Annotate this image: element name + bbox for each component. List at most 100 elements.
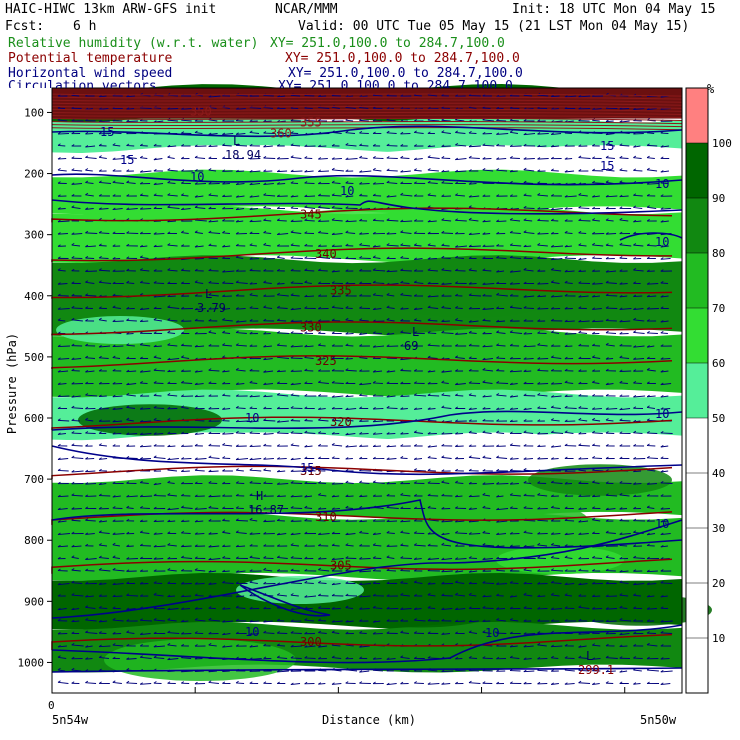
vector-arrowhead	[537, 594, 541, 597]
wind-vector	[441, 232, 454, 234]
wind-vector	[605, 344, 615, 347]
vector-arrowhead	[578, 457, 582, 460]
vector-arrowhead	[276, 431, 280, 434]
vector-arrowhead	[427, 407, 431, 410]
vector-arrowhead	[427, 155, 431, 158]
vector-arrowhead	[605, 206, 609, 210]
vector-arrowhead	[249, 457, 253, 461]
vector-arrowhead	[98, 294, 102, 298]
vector-arrowhead	[126, 405, 130, 408]
vector-arrowhead	[564, 194, 568, 198]
vector-arrowhead	[208, 230, 212, 233]
vector-arrowhead	[290, 555, 294, 559]
vector-arrowhead	[564, 293, 568, 297]
wind-vector	[167, 644, 177, 647]
vector-arrowhead	[537, 144, 541, 148]
vector-arrowhead	[126, 657, 130, 660]
vector-arrowhead	[276, 518, 280, 521]
wind-label: 10	[340, 184, 354, 198]
vector-arrowhead	[153, 355, 157, 358]
extremum-value: 69	[404, 339, 418, 353]
wind-contour	[51, 125, 683, 138]
vector-arrowhead	[222, 645, 226, 648]
colorbar-tick-label: 60	[712, 357, 725, 370]
vector-arrowhead	[646, 532, 650, 536]
vector-arrowhead	[523, 632, 527, 635]
vector-arrowhead	[167, 107, 171, 110]
vector-arrowhead	[605, 180, 609, 183]
vector-arrowhead	[235, 544, 239, 548]
wind-vector	[414, 169, 422, 172]
vector-arrowhead	[633, 317, 637, 321]
wind-vector	[551, 133, 562, 135]
wind-vector	[359, 357, 368, 359]
vector-arrowhead	[276, 343, 280, 346]
vector-arrowhead	[276, 144, 280, 147]
wind-vector	[510, 545, 520, 547]
wind-vector	[496, 408, 505, 410]
vector-arrowhead	[372, 370, 376, 373]
vector-arrowhead	[578, 680, 582, 684]
vector-arrowhead	[263, 131, 267, 134]
wind-vector	[263, 120, 272, 123]
wind-vector	[400, 157, 410, 159]
vector-arrowhead	[263, 656, 267, 659]
wind-vector	[85, 606, 96, 609]
wind-vector	[85, 194, 94, 197]
wind-vector	[578, 606, 590, 609]
wind-vector	[619, 244, 632, 247]
wind-vector	[578, 419, 588, 422]
wind-vector	[400, 520, 411, 523]
vector-arrowhead	[57, 607, 61, 611]
wind-vector	[194, 533, 205, 535]
y-tick-label: 800	[24, 534, 44, 547]
vector-arrowhead	[427, 468, 431, 471]
rh-patch	[528, 464, 672, 496]
vector-arrowhead	[359, 232, 363, 235]
vector-arrowhead	[290, 655, 294, 659]
vector-arrowhead	[441, 255, 445, 259]
colorbar-segment	[686, 638, 708, 693]
vector-arrowhead	[318, 456, 322, 459]
wind-vector	[99, 531, 110, 534]
vector-arrowhead	[112, 444, 116, 447]
wind-vector	[85, 658, 93, 660]
vector-arrowhead	[427, 682, 431, 685]
vector-arrowhead	[85, 605, 89, 608]
vector-arrowhead	[496, 270, 500, 273]
wind-vector	[592, 320, 604, 323]
vector-arrowhead	[372, 231, 376, 235]
vector-arrowhead	[468, 393, 472, 396]
vector-arrowhead	[441, 267, 445, 271]
vector-arrowhead	[592, 218, 596, 221]
vector-arrowhead	[660, 507, 664, 510]
vector-arrowhead	[345, 142, 349, 146]
wind-vector	[482, 283, 495, 285]
vector-arrowhead	[523, 369, 527, 372]
vector-arrowhead	[153, 182, 157, 185]
vector-arrowhead	[592, 619, 596, 622]
vector-arrowhead	[386, 370, 390, 373]
wind-vector	[455, 307, 463, 309]
wind-vector	[496, 619, 506, 622]
vector-arrowhead	[126, 531, 130, 535]
wind-vector	[482, 358, 493, 361]
wind-vector	[578, 295, 589, 298]
vector-arrowhead	[331, 318, 335, 321]
vector-arrowhead	[441, 393, 445, 396]
wind-vector	[249, 645, 259, 648]
vector-arrowhead	[372, 380, 376, 384]
wind-vector	[482, 169, 494, 172]
vector-arrowhead	[482, 331, 486, 335]
vector-arrowhead	[372, 345, 376, 348]
vector-arrowhead	[496, 582, 500, 585]
vector-arrowhead	[441, 469, 445, 472]
vector-arrowhead	[482, 244, 486, 247]
wind-vector	[551, 544, 561, 547]
vector-arrowhead	[427, 180, 431, 184]
vector-arrowhead	[290, 256, 294, 259]
vector-arrowhead	[331, 344, 335, 347]
wind-vector	[455, 158, 467, 161]
wind-vector	[140, 370, 151, 373]
